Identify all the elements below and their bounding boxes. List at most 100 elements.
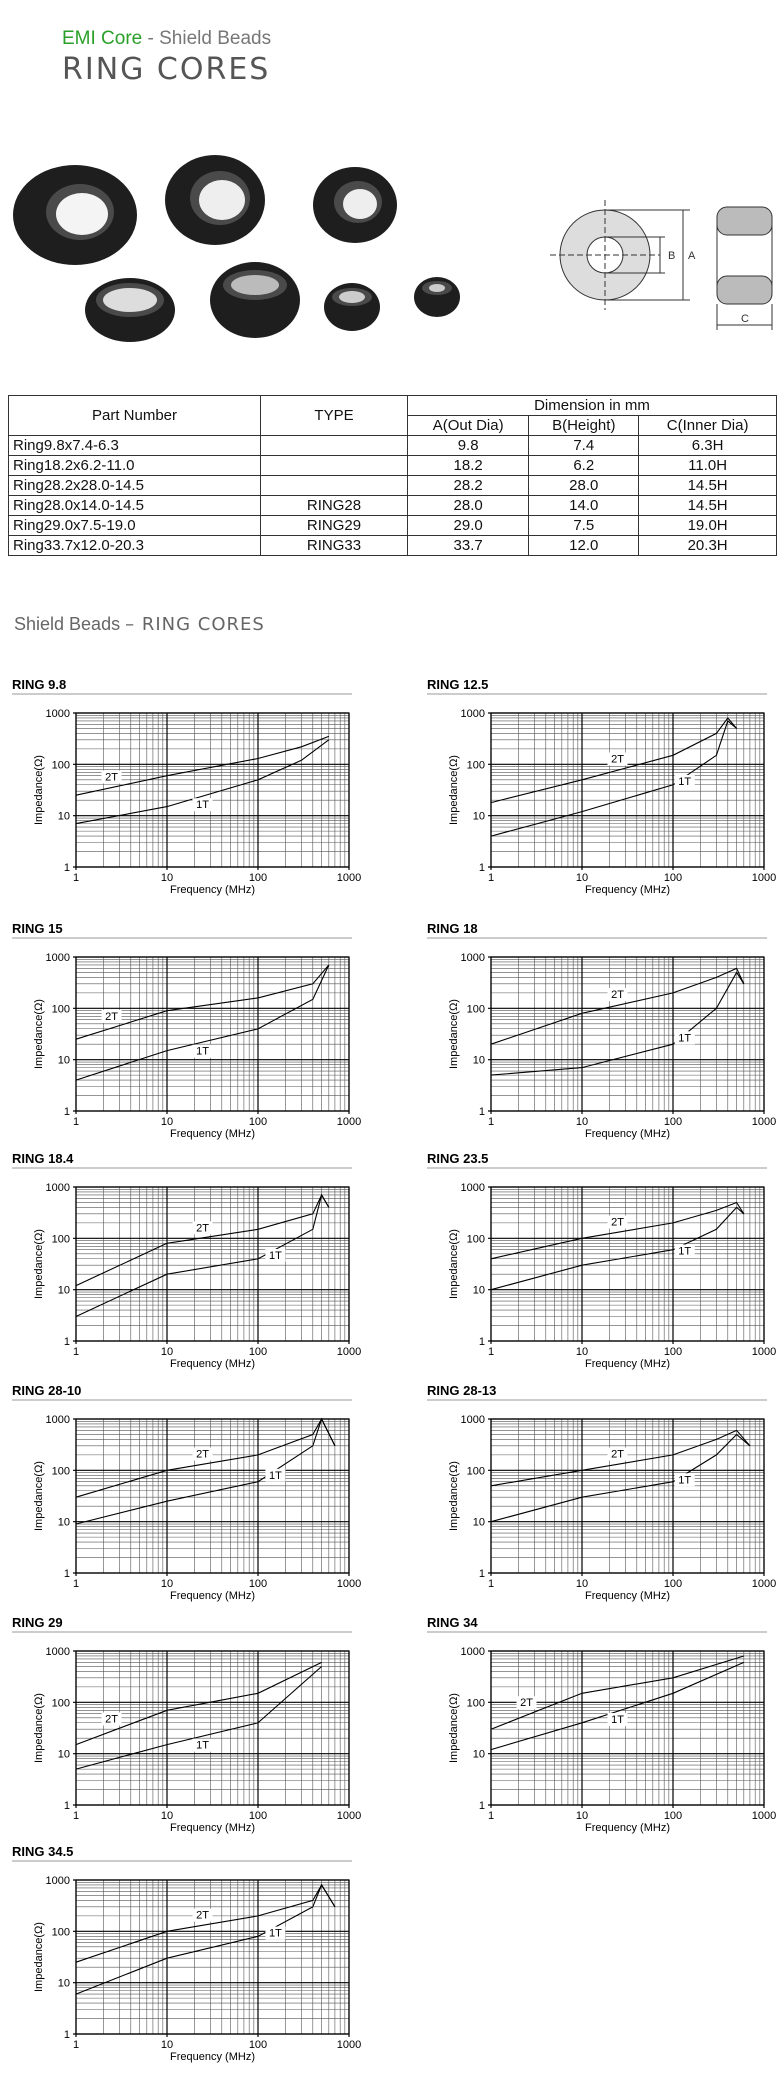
y-tick-label: 1000	[46, 1875, 70, 1887]
curve-label-bg	[101, 770, 122, 784]
y-tick-label: 1000	[461, 708, 485, 720]
curve-label-bg	[607, 1447, 628, 1461]
curve-label: 2T	[611, 989, 624, 1001]
y-axis-label: Impedance(Ω)	[448, 755, 460, 825]
curve-label: 2T	[105, 1713, 118, 1725]
y-tick-label: 10	[58, 1285, 70, 1297]
x-axis-label: Frequency (MHz)	[170, 884, 255, 896]
x-tick-label: 1000	[337, 2039, 361, 2051]
table-body: Ring9.8x7.4-6.3 9.8 7.4 6.3H Ring18.2x6.2-11…	[8, 435, 777, 556]
section-prefix: Shield Beads	[14, 614, 121, 634]
y-tick-label: 1000	[461, 1414, 485, 1426]
x-tick-label: 10	[576, 1578, 588, 1590]
curve-label-bg	[192, 1447, 213, 1461]
table-cell: Ring28.0x14.0-14.5	[8, 495, 261, 516]
plot-frame	[75, 1879, 350, 2035]
curve-label-bg	[265, 1468, 286, 1482]
x-axis-label: Frequency (MHz)	[170, 1590, 255, 1602]
curve-label: 1T	[269, 1250, 282, 1262]
chart-title: RING 23.5	[427, 1151, 488, 1166]
curve	[490, 1201, 745, 1260]
curve	[490, 720, 737, 837]
chart-title: RING 34.5	[12, 1844, 73, 1859]
x-tick-label: 1	[488, 1346, 494, 1358]
x-tick-label: 1000	[752, 872, 776, 884]
curve-label-bg	[265, 1249, 286, 1263]
table-cell: Ring33.7x12.0-20.3	[8, 535, 261, 556]
y-tick-label: 100	[467, 1233, 485, 1245]
x-tick-label: 100	[249, 1810, 267, 1822]
y-axis-label: Impedance(Ω)	[448, 1461, 460, 1531]
curve	[490, 1433, 751, 1523]
curve-label: 2T	[611, 1217, 624, 1229]
chart: RING 34.5 1 10 100 1000 1 10 100 1000 Frequency (…	[12, 1844, 361, 2063]
x-tick-label: 100	[249, 1116, 267, 1128]
dim-label: B	[668, 250, 675, 262]
curve	[490, 967, 745, 1045]
curve-label: 2T	[611, 754, 624, 766]
header-cell: C(Inner Dia)	[638, 415, 777, 436]
x-axis-label: Frequency (MHz)	[585, 1358, 670, 1370]
chart: RING 28-13 1 10 100 1000 1 10 100 1000 Frequency …	[427, 1383, 776, 1602]
curve	[75, 964, 330, 1040]
y-tick-label: 10	[58, 1055, 70, 1067]
plot-frame	[75, 956, 350, 1112]
table-cell: Ring29.0x7.5-19.0	[8, 515, 261, 536]
chart: RING 12.5 1 10 100 1000 1 10 100 1000 Frequency (…	[427, 677, 776, 896]
curve-label-bg	[101, 1712, 122, 1726]
curve-label-bg	[674, 1473, 695, 1487]
y-tick-label: 100	[467, 1465, 485, 1477]
curve	[490, 1655, 744, 1730]
x-tick-label: 1	[488, 872, 494, 884]
y-tick-label: 10	[473, 811, 485, 823]
curve-label: 1T	[678, 1246, 691, 1258]
x-axis-label: Frequency (MHz)	[170, 2051, 255, 2063]
chart-title: RING 28-10	[12, 1383, 81, 1398]
header-cell: Part Number	[8, 395, 261, 436]
brand: EMI Core	[62, 28, 143, 49]
x-tick-label: 1000	[337, 1116, 361, 1128]
x-tick-label: 100	[249, 2039, 267, 2051]
x-tick-label: 1000	[337, 1810, 361, 1822]
x-tick-label: 1	[73, 1810, 79, 1822]
y-tick-label: 1	[64, 1568, 70, 1580]
y-tick-label: 10	[473, 1517, 485, 1529]
plot-frame	[75, 1650, 350, 1806]
curve-label-bg	[674, 775, 695, 789]
y-tick-label: 10	[58, 1517, 70, 1529]
curve-label: 1T	[611, 1714, 624, 1726]
x-tick-label: 10	[161, 872, 173, 884]
x-tick-label: 1	[73, 1346, 79, 1358]
subtitle: - Shield Beads	[147, 28, 272, 49]
x-tick-label: 10	[161, 1578, 173, 1590]
curve-label-bg	[101, 1009, 122, 1023]
curve	[490, 1661, 745, 1751]
y-tick-label: 10	[58, 811, 70, 823]
curve	[75, 735, 329, 796]
curve-label: 1T	[196, 1046, 209, 1058]
curve	[490, 1206, 745, 1291]
curve-label-bg	[674, 1244, 695, 1258]
y-tick-label: 100	[467, 1003, 485, 1015]
x-tick-label: 1000	[752, 1578, 776, 1590]
chart: RING 23.5 1 10 100 1000 1 10 100 1000 Frequency (…	[427, 1151, 776, 1370]
y-axis-label: Impedance(Ω)	[33, 755, 45, 825]
curve	[490, 1429, 751, 1487]
x-tick-label: 100	[664, 1578, 682, 1590]
table-cell: Ring9.8x7.4-6.3	[8, 435, 261, 456]
curve-label: 1T	[678, 1474, 691, 1486]
y-tick-label: 100	[467, 1697, 485, 1709]
header-cell: TYPE	[260, 395, 408, 436]
x-tick-label: 1	[73, 2039, 79, 2051]
chart: RING 9.8 1 10 100 1000 1 10 100 1000 Frequency (M…	[12, 677, 361, 896]
chart-title: RING 18	[427, 921, 478, 936]
x-tick-label: 100	[249, 1578, 267, 1590]
x-tick-label: 100	[664, 1810, 682, 1822]
y-axis-label: Impedance(Ω)	[33, 1693, 45, 1763]
curve	[75, 1193, 330, 1317]
y-tick-label: 100	[467, 759, 485, 771]
x-tick-label: 10	[161, 1810, 173, 1822]
table-row: Ring9.8x7.4-6.3 9.8 7.4 6.3H	[8, 435, 777, 456]
curve	[75, 1666, 322, 1770]
